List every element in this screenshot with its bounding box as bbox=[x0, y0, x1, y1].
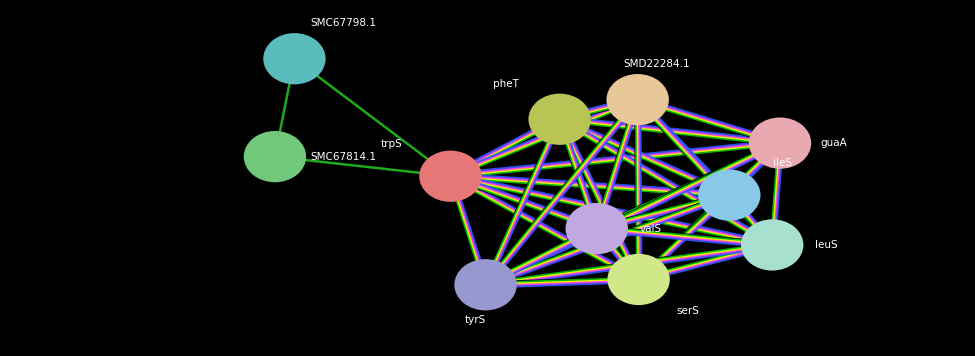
Ellipse shape bbox=[749, 117, 811, 169]
Text: ileS: ileS bbox=[773, 158, 793, 168]
Text: SMC67798.1: SMC67798.1 bbox=[310, 18, 376, 28]
Text: valS: valS bbox=[640, 224, 661, 234]
Ellipse shape bbox=[698, 169, 761, 221]
Ellipse shape bbox=[528, 94, 591, 145]
Text: tyrS: tyrS bbox=[465, 315, 487, 325]
Text: pheT: pheT bbox=[493, 79, 519, 89]
Text: guaA: guaA bbox=[820, 138, 847, 148]
Text: leuS: leuS bbox=[814, 240, 838, 250]
Ellipse shape bbox=[263, 33, 326, 84]
Ellipse shape bbox=[244, 131, 306, 182]
Ellipse shape bbox=[566, 203, 628, 254]
Ellipse shape bbox=[454, 259, 517, 310]
Ellipse shape bbox=[741, 219, 803, 271]
Text: SMC67814.1: SMC67814.1 bbox=[310, 152, 376, 162]
Text: trpS: trpS bbox=[381, 139, 403, 149]
Ellipse shape bbox=[607, 254, 670, 305]
Ellipse shape bbox=[419, 151, 482, 202]
Text: serS: serS bbox=[676, 307, 699, 316]
Ellipse shape bbox=[606, 74, 669, 125]
Text: SMD22284.1: SMD22284.1 bbox=[624, 59, 690, 69]
